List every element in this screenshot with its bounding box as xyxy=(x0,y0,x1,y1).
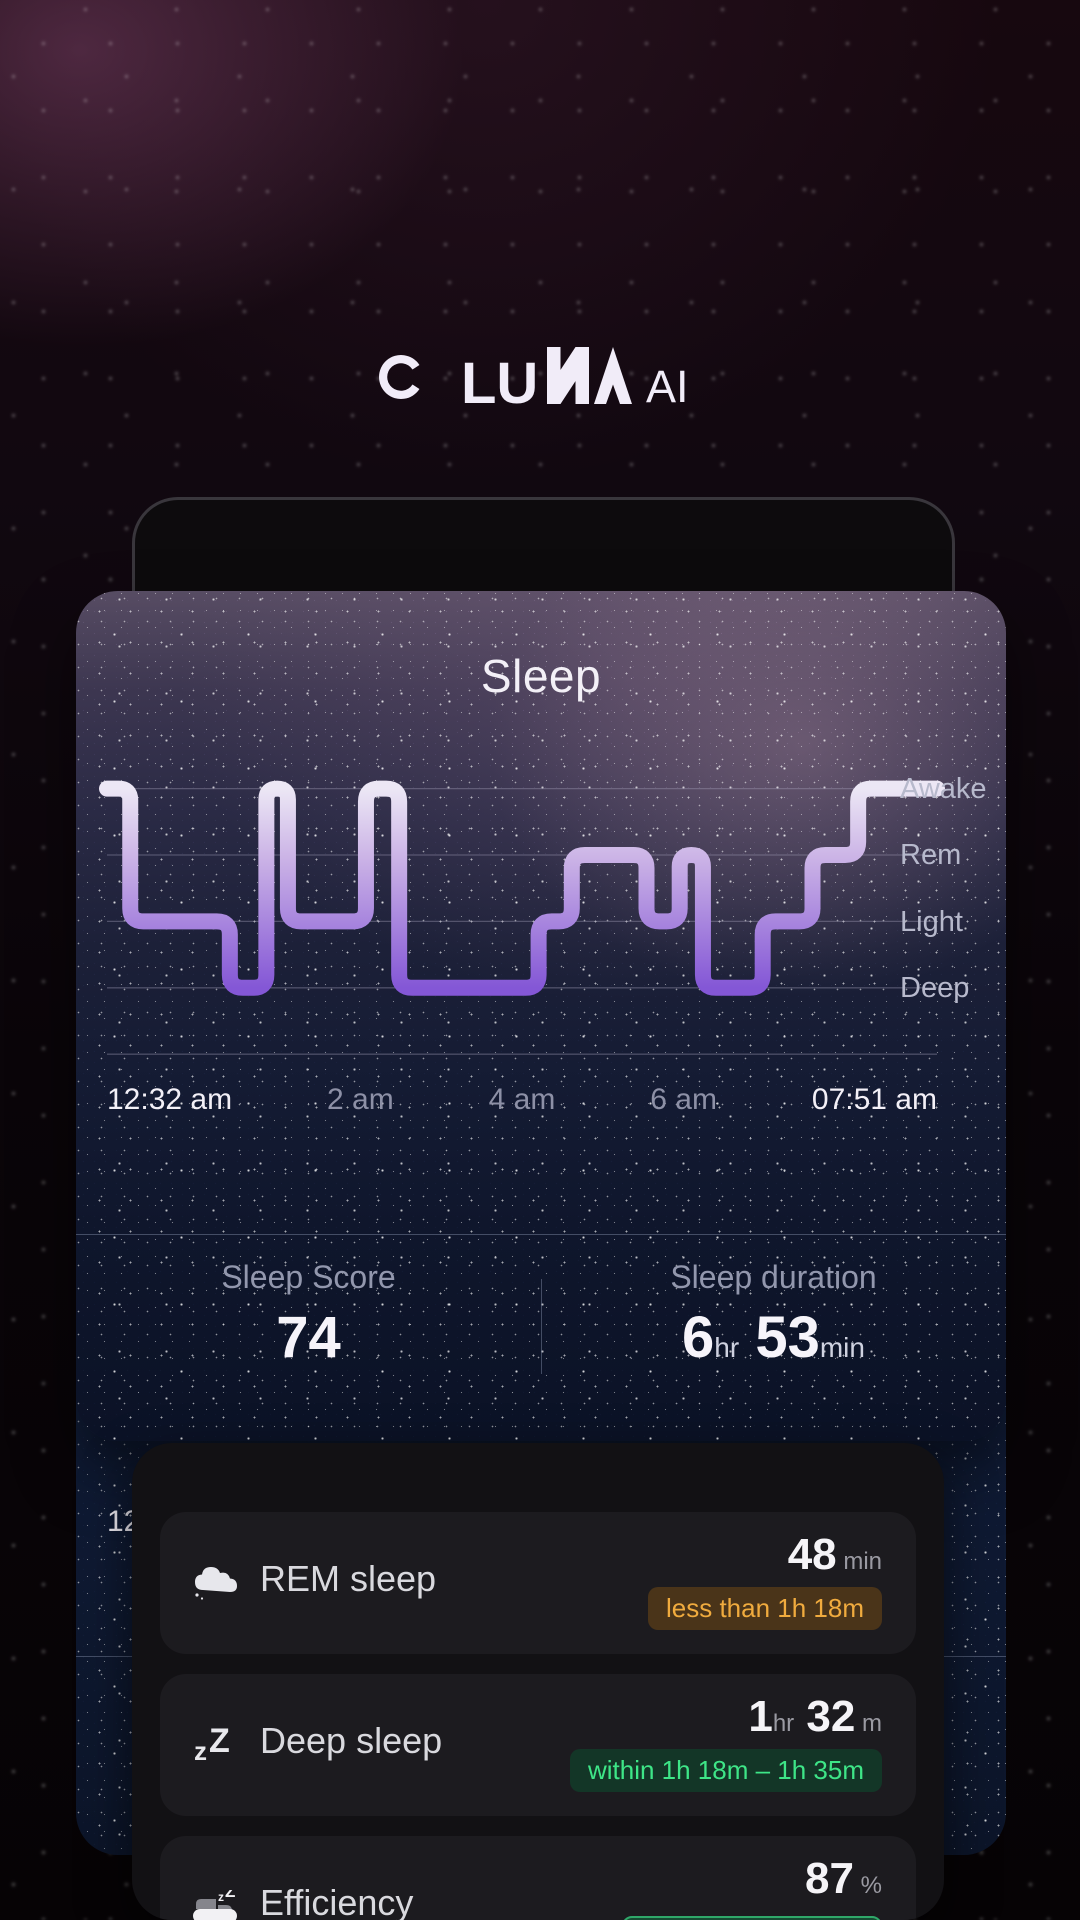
svg-text:Light: Light xyxy=(900,906,963,938)
svg-text:AI: AI xyxy=(646,361,689,412)
svg-text:LU: LU xyxy=(461,351,538,416)
svg-text:Z: Z xyxy=(225,1890,235,1901)
svg-text:Awake: Awake xyxy=(900,773,987,805)
svg-text:Rem: Rem xyxy=(900,839,961,871)
svg-text:z: z xyxy=(218,1890,224,1904)
svg-text:Deep: Deep xyxy=(900,972,969,1004)
